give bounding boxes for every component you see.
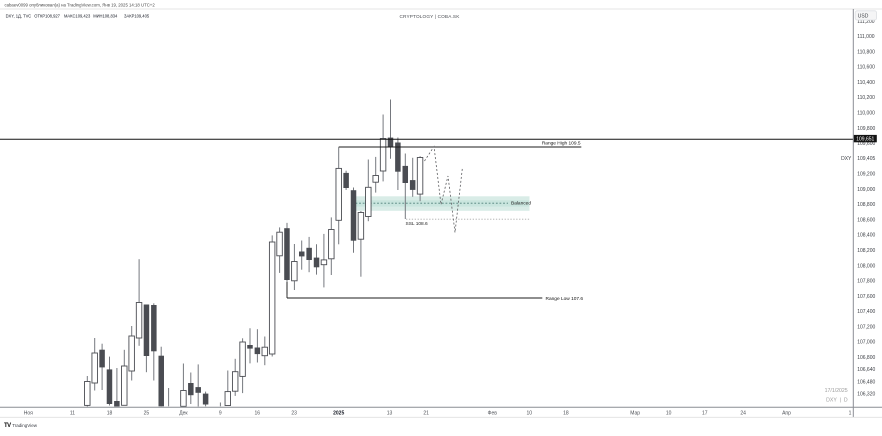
svg-text:16: 16	[255, 410, 261, 416]
svg-text:107,600: 107,600	[857, 294, 875, 300]
svg-text:17: 17	[702, 410, 708, 416]
svg-text:10: 10	[666, 410, 672, 416]
svg-text:13: 13	[387, 410, 393, 416]
svg-text:108,600: 108,600	[857, 218, 875, 224]
svg-text:Range High 109.5: Range High 109.5	[542, 141, 581, 147]
svg-text:Фев: Фев	[488, 410, 498, 416]
svg-text:11: 11	[70, 410, 75, 416]
svg-text:109,405: 109,405	[857, 156, 875, 162]
svg-text:24: 24	[740, 410, 746, 416]
svg-text:USD: USD	[858, 13, 869, 19]
svg-text:9: 9	[219, 410, 222, 416]
svg-text:106,640: 106,640	[857, 367, 875, 373]
svg-text:25: 25	[144, 410, 150, 416]
svg-text:110,800: 110,800	[857, 49, 875, 55]
svg-text:21: 21	[423, 410, 429, 416]
svg-text:10: 10	[527, 410, 533, 416]
svg-text:106,320: 106,320	[857, 392, 875, 398]
svg-text:108,000: 108,000	[857, 263, 875, 269]
svg-text:107,400: 107,400	[857, 309, 875, 315]
svg-text:CRYPTOLOGY | COBA.SK: CRYPTOLOGY | COBA.SK	[400, 14, 461, 19]
svg-text:cabaev0099 опубликовал(а) на T: cabaev0099 опубликовал(а) на TradingView…	[5, 3, 156, 8]
svg-text:110,600: 110,600	[857, 65, 875, 71]
svg-text:Апр: Апр	[782, 410, 791, 416]
svg-text:DXY: DXY	[841, 156, 852, 162]
svg-text:109,651: 109,651	[856, 137, 874, 143]
svg-text:Ноя: Ноя	[24, 410, 33, 416]
svg-text:SSL 108.6: SSL 108.6	[406, 221, 429, 227]
svg-text:109,600: 109,600	[857, 141, 875, 147]
svg-text:111,200: 111,200	[857, 19, 875, 25]
svg-text:17/1/2025: 17/1/2025	[825, 388, 848, 394]
svg-text:108,200: 108,200	[857, 248, 875, 254]
svg-text:108,800: 108,800	[857, 202, 875, 208]
svg-text:Range Low 107.6: Range Low 107.6	[546, 296, 584, 302]
svg-text:2025: 2025	[333, 410, 344, 416]
svg-text:109,000: 109,000	[857, 187, 875, 193]
svg-text:109,800: 109,800	[857, 126, 875, 132]
svg-text:Мар: Мар	[630, 410, 640, 416]
svg-text:108,400: 108,400	[857, 233, 875, 239]
svg-text:23: 23	[291, 410, 297, 416]
svg-text:18: 18	[563, 410, 569, 416]
svg-text:107,800: 107,800	[857, 279, 875, 285]
svg-text:107,000: 107,000	[857, 340, 875, 346]
svg-text:Balanced: Balanced	[511, 200, 531, 206]
svg-text:TradingView: TradingView	[12, 423, 38, 428]
svg-text:109,200: 109,200	[857, 172, 875, 178]
svg-text:110,000: 110,000	[857, 111, 875, 117]
svg-text:DXY | D: DXY | D	[826, 397, 848, 403]
svg-text:110,200: 110,200	[857, 95, 875, 101]
svg-text:TV: TV	[4, 423, 11, 429]
svg-text:106,480: 106,480	[857, 379, 875, 385]
svg-text:Дек: Дек	[179, 410, 188, 416]
svg-text:106,800: 106,800	[857, 355, 875, 361]
svg-text:107,200: 107,200	[857, 324, 875, 330]
svg-text:1: 1	[849, 410, 852, 416]
svg-text:18: 18	[107, 410, 113, 416]
svg-text:110,400: 110,400	[857, 80, 875, 86]
svg-text:111,000: 111,000	[857, 34, 875, 40]
